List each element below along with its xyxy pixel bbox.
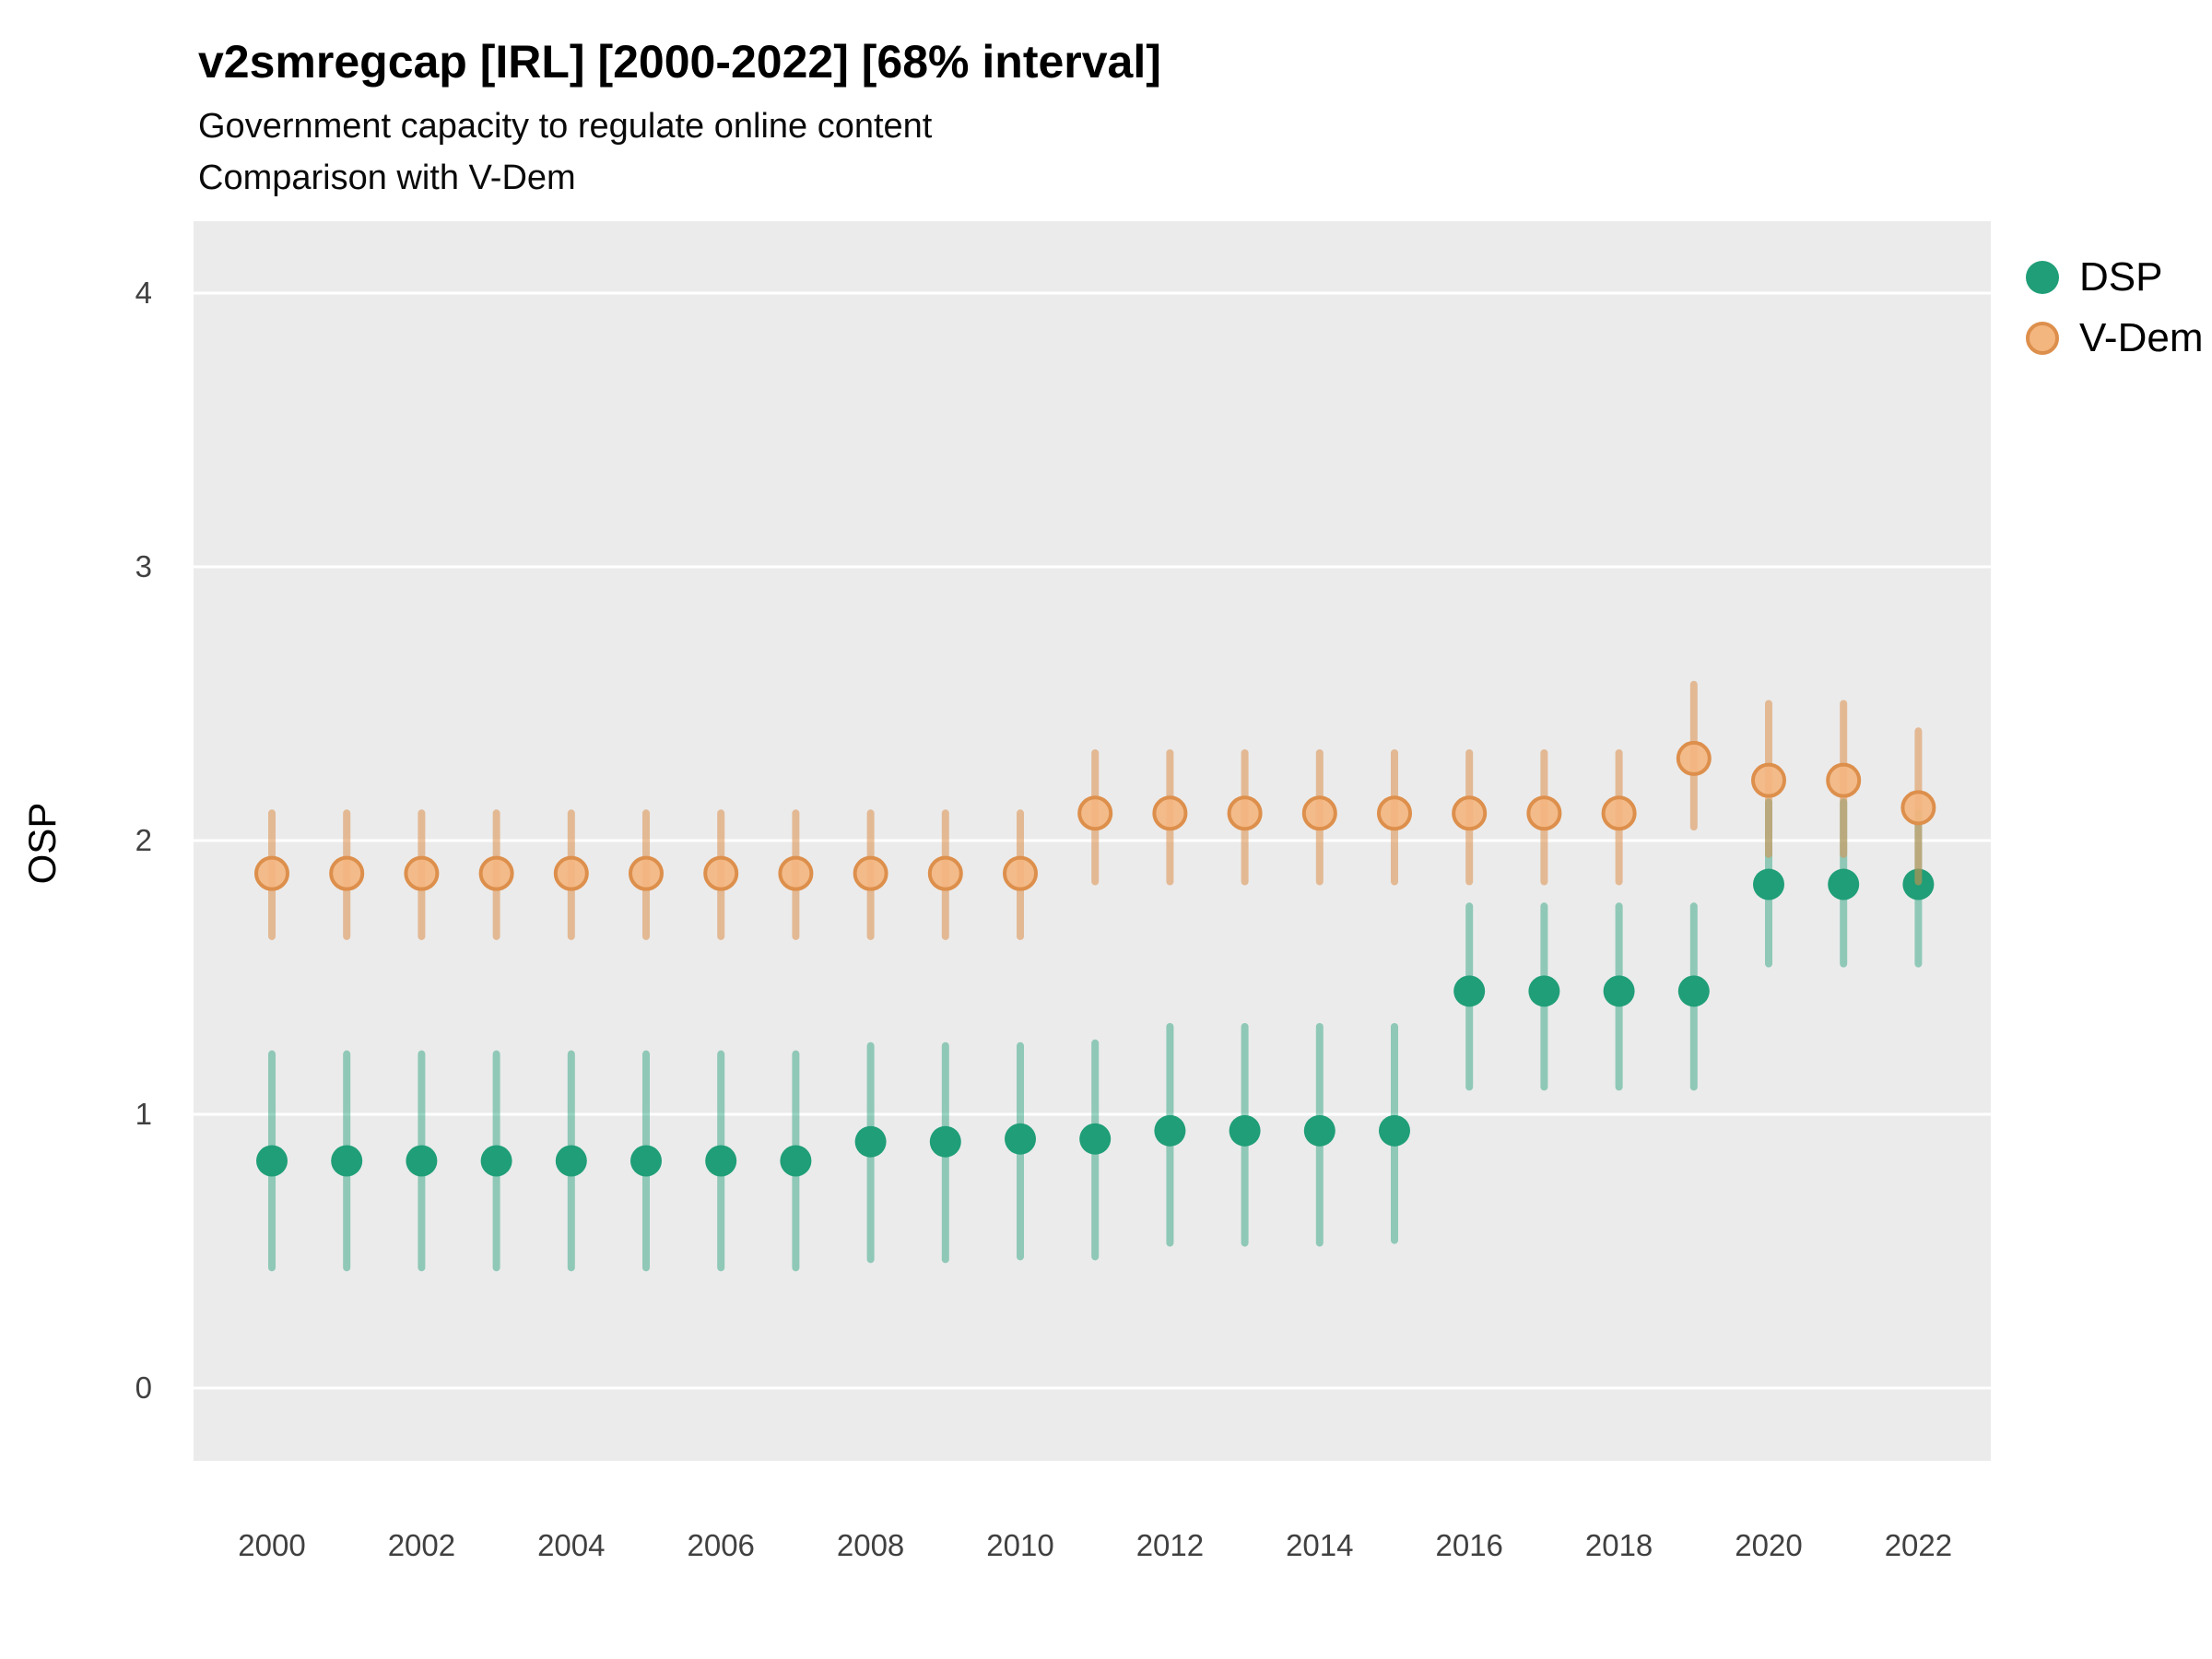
- dsp-legend-label: DSP: [2079, 254, 2163, 300]
- x-tick-label: 2020: [1735, 1528, 1802, 1562]
- legend-item-dsp: DSP: [2026, 254, 2203, 300]
- data-point: [629, 855, 664, 891]
- y-tick-label: 3: [135, 549, 152, 583]
- data-point: [1826, 762, 1862, 798]
- data-point: [1676, 740, 1712, 776]
- data-point: [1753, 868, 1784, 900]
- chart-subtitle-1: Government capacity to regulate online c…: [198, 107, 933, 146]
- x-tick-label: 2014: [1286, 1528, 1353, 1562]
- vdem-legend-label: V-Dem: [2079, 315, 2204, 360]
- data-point: [1229, 1114, 1261, 1147]
- y-tick-label: 1: [135, 1097, 152, 1131]
- data-point: [705, 1145, 737, 1177]
- x-tick-label: 2010: [986, 1528, 1053, 1562]
- data-point: [1526, 795, 1562, 831]
- data-point: [1077, 795, 1113, 831]
- data-point: [630, 1145, 662, 1177]
- data-point: [929, 1125, 961, 1158]
- data-point: [1377, 795, 1412, 831]
- data-point: [1154, 1114, 1186, 1147]
- data-point: [927, 855, 963, 891]
- data-point: [331, 1145, 363, 1177]
- data-point: [778, 855, 814, 891]
- data-point: [1003, 855, 1038, 891]
- series-dsp: [256, 798, 1935, 1272]
- x-tick-label: 2018: [1585, 1528, 1653, 1562]
- data-point: [1152, 795, 1188, 831]
- data-point: [1379, 1114, 1410, 1147]
- data-point: [555, 1145, 587, 1177]
- x-tick-label: 2008: [837, 1528, 904, 1562]
- x-tick-label: 2002: [388, 1528, 455, 1562]
- x-tick-label: 2012: [1136, 1528, 1204, 1562]
- data-point: [553, 855, 589, 891]
- vdem-legend-marker-icon: [2026, 322, 2059, 355]
- page-title: v2smregcap [IRL] [2000-2022] [68% interv…: [198, 36, 1161, 88]
- data-point: [1301, 795, 1337, 831]
- x-tick-label: 2022: [1885, 1528, 1952, 1562]
- plot-group: [194, 221, 1991, 1461]
- dsp-legend-marker-icon: [2026, 261, 2059, 294]
- data-point: [1677, 975, 1710, 1007]
- data-point: [1528, 975, 1560, 1007]
- x-tick-label: 2016: [1435, 1528, 1502, 1562]
- data-point: [1751, 762, 1786, 798]
- y-tick-label: 4: [135, 276, 152, 310]
- data-point: [780, 1145, 812, 1177]
- data-point: [1601, 795, 1637, 831]
- data-point: [256, 1145, 288, 1177]
- x-tick-label: 2006: [687, 1528, 754, 1562]
- data-point: [703, 855, 739, 891]
- y-axis-title: OSP: [20, 803, 64, 885]
- legend-item-vdem: V-Dem: [2026, 315, 2203, 361]
- data-point: [480, 1145, 512, 1177]
- data-point: [1079, 1123, 1112, 1155]
- data-point: [1828, 868, 1860, 900]
- data-point: [1303, 1114, 1335, 1147]
- data-point: [478, 855, 514, 891]
- legend: DSP V-Dem: [2026, 254, 2203, 361]
- data-point: [853, 855, 888, 891]
- data-point: [329, 855, 365, 891]
- data-point: [854, 1125, 887, 1158]
- series-vdem: [254, 680, 1936, 940]
- y-tick-label: 2: [135, 823, 152, 857]
- data-point: [254, 855, 289, 891]
- data-point: [404, 855, 440, 891]
- data-point: [1005, 1123, 1036, 1155]
- x-tick-label: 2004: [537, 1528, 605, 1562]
- data-point: [1453, 975, 1486, 1007]
- chart-subtitle-2: Comparison with V-Dem: [198, 159, 576, 197]
- data-point: [1452, 795, 1488, 831]
- y-tick-label: 0: [135, 1371, 152, 1405]
- data-point: [1227, 795, 1263, 831]
- x-tick-label: 2000: [238, 1528, 305, 1562]
- data-point: [406, 1145, 438, 1177]
- data-point: [1900, 790, 1936, 826]
- data-point: [1603, 975, 1635, 1007]
